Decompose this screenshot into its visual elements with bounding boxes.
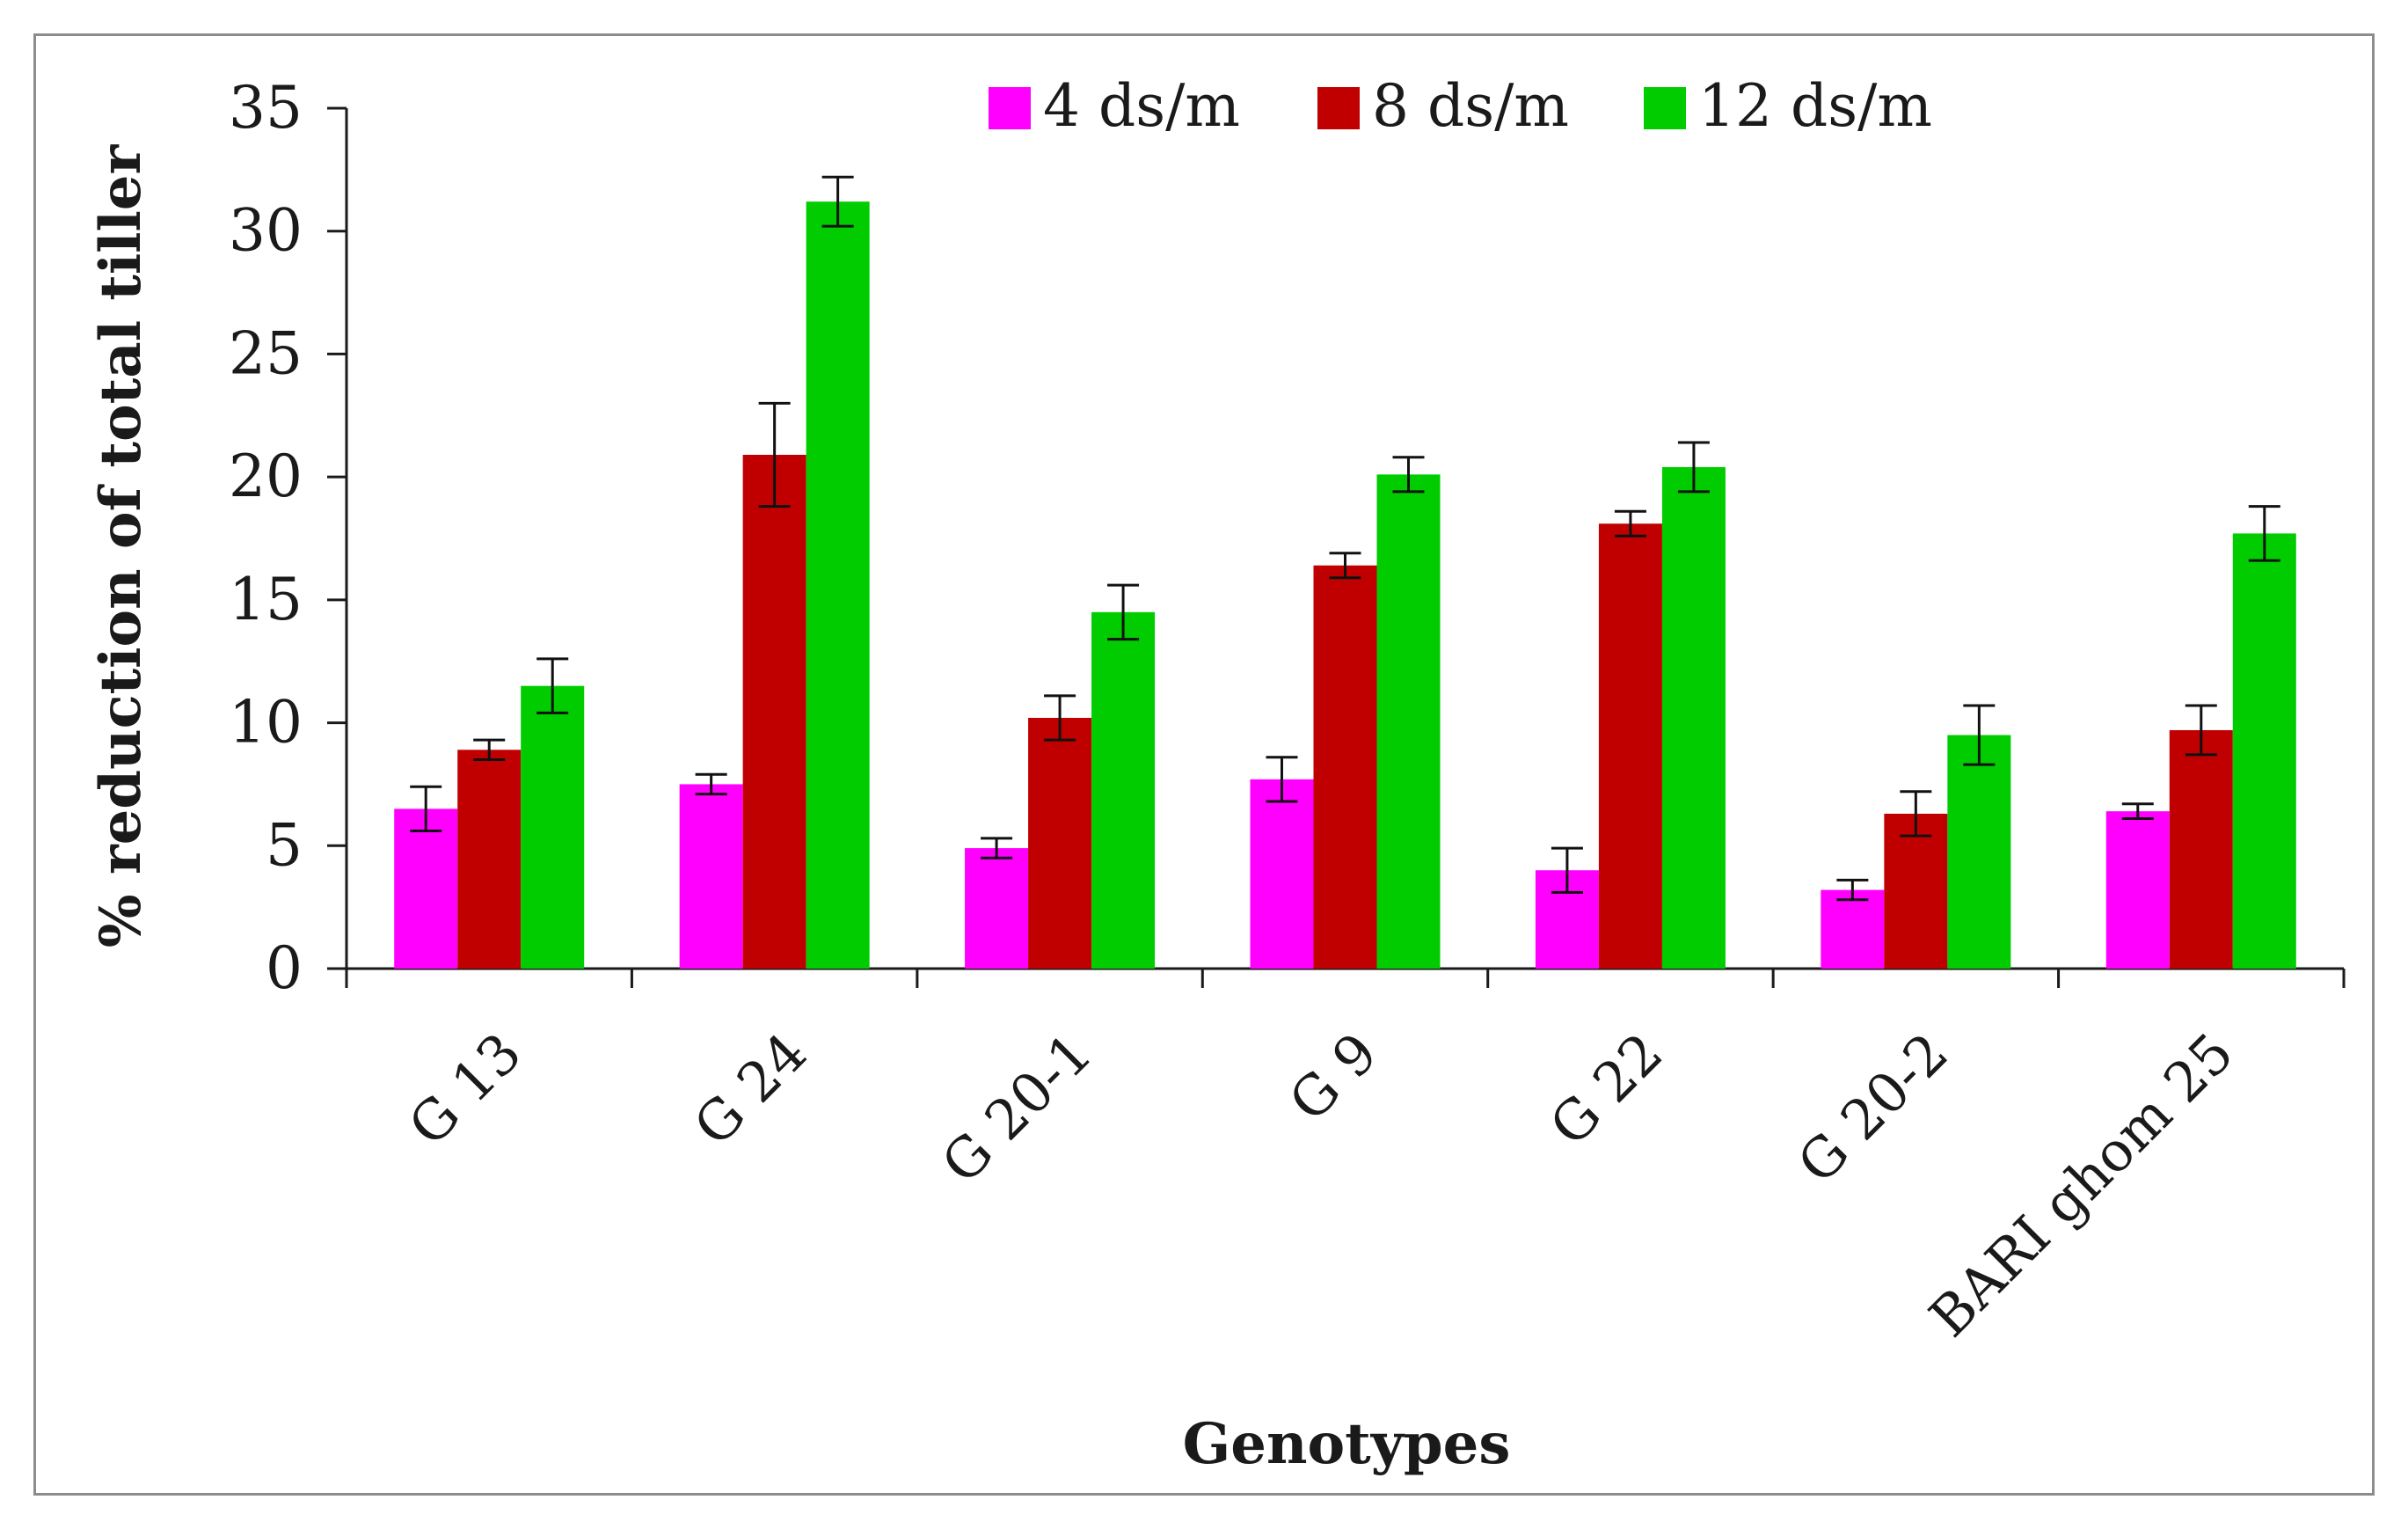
bar-12-ds-m [1376,474,1441,969]
x-tick-label: G 20-2 [1785,1021,1960,1196]
bar-12-ds-m [1947,735,2011,969]
bar-12-ds-m [806,201,870,969]
y-tick-label: 25 [229,319,303,387]
bar-4-ds-m [679,784,743,969]
bar-4-ds-m [965,848,1029,969]
y-tick-label: 0 [266,934,303,1002]
x-tick-label: G 9 [1277,1021,1390,1133]
bar-8-ds-m [1598,523,1662,969]
legend-swatch [1644,87,1686,129]
chart-svg: 0 5 10 15 20 25 30 35 G 13 G 24 G 20-1 G 9 G 22 G 20-… [88,72,2346,1477]
error-bars-layer [410,175,2280,902]
legend-swatch [1317,87,1360,129]
bar-12-ds-m [1661,466,1726,969]
legend-swatch [989,87,1031,129]
bar-4-ds-m [1250,779,1314,969]
x-tick-label: G 13 [396,1021,533,1158]
y-tick-label: 35 [229,74,303,142]
bar-4-ds-m [1821,889,1885,969]
bar-8-ds-m [742,454,806,969]
legend-label: 4 ds/m [1043,72,1240,140]
bar-8-ds-m [1884,813,1948,969]
bar-12-ds-m [1091,611,1156,969]
x-tick-label: G 20-1 [930,1021,1105,1196]
bar-4-ds-m [394,808,458,969]
x-axis-title: Genotypes [1183,1411,1511,1477]
legend-label: 8 ds/m [1372,72,1569,140]
y-axis-title: % reduction of total tiller [88,143,154,947]
bar-12-ds-m [2232,533,2296,969]
bar-4-ds-m [2105,811,2170,969]
bars-layer [394,201,2296,969]
y-tick-label: 30 [229,197,303,265]
y-tick-label: 5 [266,811,303,879]
bar-12-ds-m [521,685,585,969]
chart-frame: 0 5 10 15 20 25 30 35 G 13 G 24 G 20-1 G 9 G 22 G 20-… [33,33,2375,1496]
bar-8-ds-m [457,750,522,969]
x-tick-label: G 22 [1537,1021,1675,1158]
x-tick-label: G 24 [682,1021,819,1158]
legend-label: 12 ds/m [1698,72,1932,140]
x-tick-label: BARI ghom 25 [1917,1021,2246,1350]
bar-8-ds-m [2169,729,2233,969]
y-tick-label: 10 [229,689,303,757]
y-tick-label: 15 [229,566,303,633]
legend: 4 ds/m 8 ds/m 12 ds/m [989,72,1932,140]
y-tick-label: 20 [229,443,303,510]
bar-8-ds-m [1313,565,1377,969]
bar-8-ds-m [1028,717,1092,969]
